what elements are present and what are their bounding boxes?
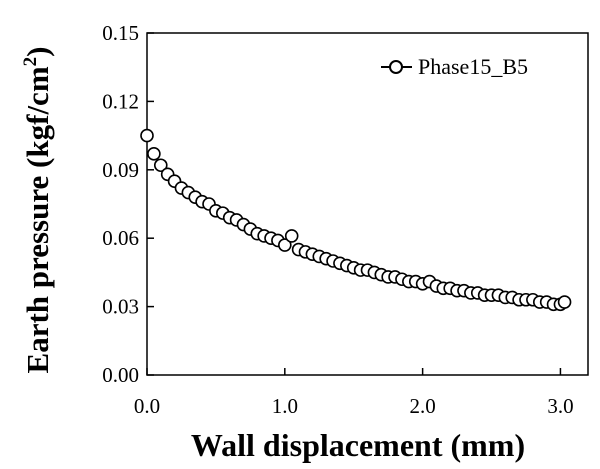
x-tick-label: 1.0 [272,394,298,418]
plot-area-frame [146,32,589,376]
x-axis-ticks: 0.0 1.0 2.0 3.0 [134,368,574,418]
y-axis-ticks: 0.00 0.03 0.06 0.09 0.12 0.15 [102,21,154,387]
x-tick-label: 2.0 [410,394,436,418]
legend-label: Phase15_B5 [418,54,528,79]
y-axis-title-end: ) [20,47,55,57]
y-axis-title-main: Earth pressure (kgf/cm [20,66,55,373]
data-point [147,147,161,161]
y-tick-label: 0.12 [102,89,139,113]
y-tick-label: 0.06 [102,226,139,250]
y-tick-label: 0.03 [102,295,139,319]
y-axis-title: Earth pressure (kgf/cm2) [20,47,55,374]
y-tick-label: 0.00 [102,363,139,387]
data-point [278,238,292,252]
legend-marker [389,60,403,74]
data-point [284,229,299,243]
y-tick-label: 0.09 [102,158,139,182]
x-tick-label: 0.0 [134,394,160,418]
y-axis-title-superscript: 2 [20,57,41,67]
data-point [140,128,154,143]
data-point [557,295,572,309]
data-point [153,158,168,173]
legend: Phase15_B5 [381,54,528,79]
x-tick-label: 3.0 [547,394,573,418]
y-tick-label: 0.15 [102,21,139,45]
x-axis-title: Wall displacement (mm) [191,427,525,463]
data-points-phase15-b5 [140,128,572,312]
